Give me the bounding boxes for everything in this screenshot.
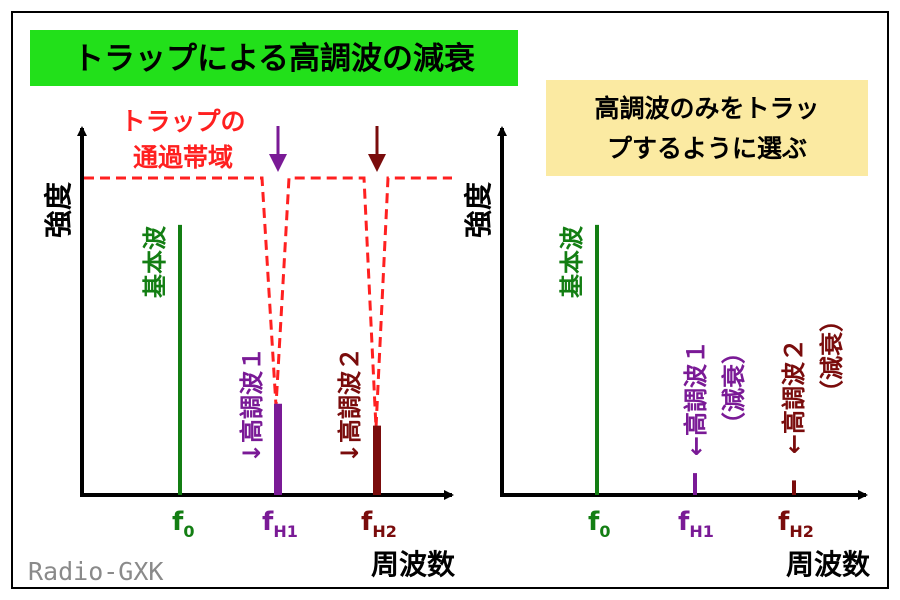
- left-passband-curve: [84, 176, 452, 428]
- right-x-label: 周波数: [786, 548, 871, 581]
- right-harmonic2-note: （減衰）: [818, 308, 846, 404]
- trap-arrow-1: [269, 126, 287, 172]
- left-tick-f0: f0: [172, 507, 194, 541]
- trap-arrow-2: [368, 126, 386, 172]
- right-tick-fH2: fH2: [778, 507, 814, 541]
- note-line-1: 高調波のみをトラッ: [594, 94, 819, 123]
- left-panel: 強度 周波数 トラップの 通過帯域 基本波 ↓高調波１ ↓高調波２ f0 fH1…: [42, 107, 456, 581]
- left-fundamental-label: 基本波: [141, 225, 169, 298]
- right-harmonic1-label: ←高調波１: [682, 340, 710, 456]
- left-harmonic1-label: ↓高調波１: [238, 347, 266, 463]
- diagram-title: トラップによる高調波の減衰: [73, 41, 475, 77]
- right-y-label: 強度: [462, 182, 495, 238]
- trapArrow1-head: [269, 154, 287, 172]
- right-tick-fH1: fH1: [678, 507, 714, 541]
- left-harmonic2-label: ↓高調波２: [336, 347, 364, 463]
- right-tick-f0: f0: [588, 507, 610, 541]
- right-harmonic2-label: ←高調波２: [780, 338, 808, 454]
- left-y-label: 強度: [42, 182, 75, 238]
- outer-frame: [11, 11, 889, 589]
- watermark: Radio-GXK: [28, 557, 163, 586]
- trapArrow2-head: [368, 154, 386, 172]
- left-tick-fH1: fH1: [262, 507, 298, 541]
- note-line-2: プするように選ぶ: [607, 134, 807, 163]
- right-fundamental-label: 基本波: [558, 225, 586, 298]
- title-box: [30, 30, 518, 86]
- passband-label-line-1: トラップの: [120, 107, 245, 136]
- note-box: [546, 80, 868, 176]
- passband-label-line-2: 通過帯域: [133, 143, 233, 172]
- right-harmonic1-note: （減衰）: [720, 340, 748, 436]
- right-panel: 強度 周波数 基本波 ←高調波１ （減衰） ←高調波２ （減衰） f0 fH1 …: [462, 126, 871, 581]
- left-x-label: 周波数: [371, 548, 456, 581]
- left-tick-fH2: fH2: [361, 507, 397, 541]
